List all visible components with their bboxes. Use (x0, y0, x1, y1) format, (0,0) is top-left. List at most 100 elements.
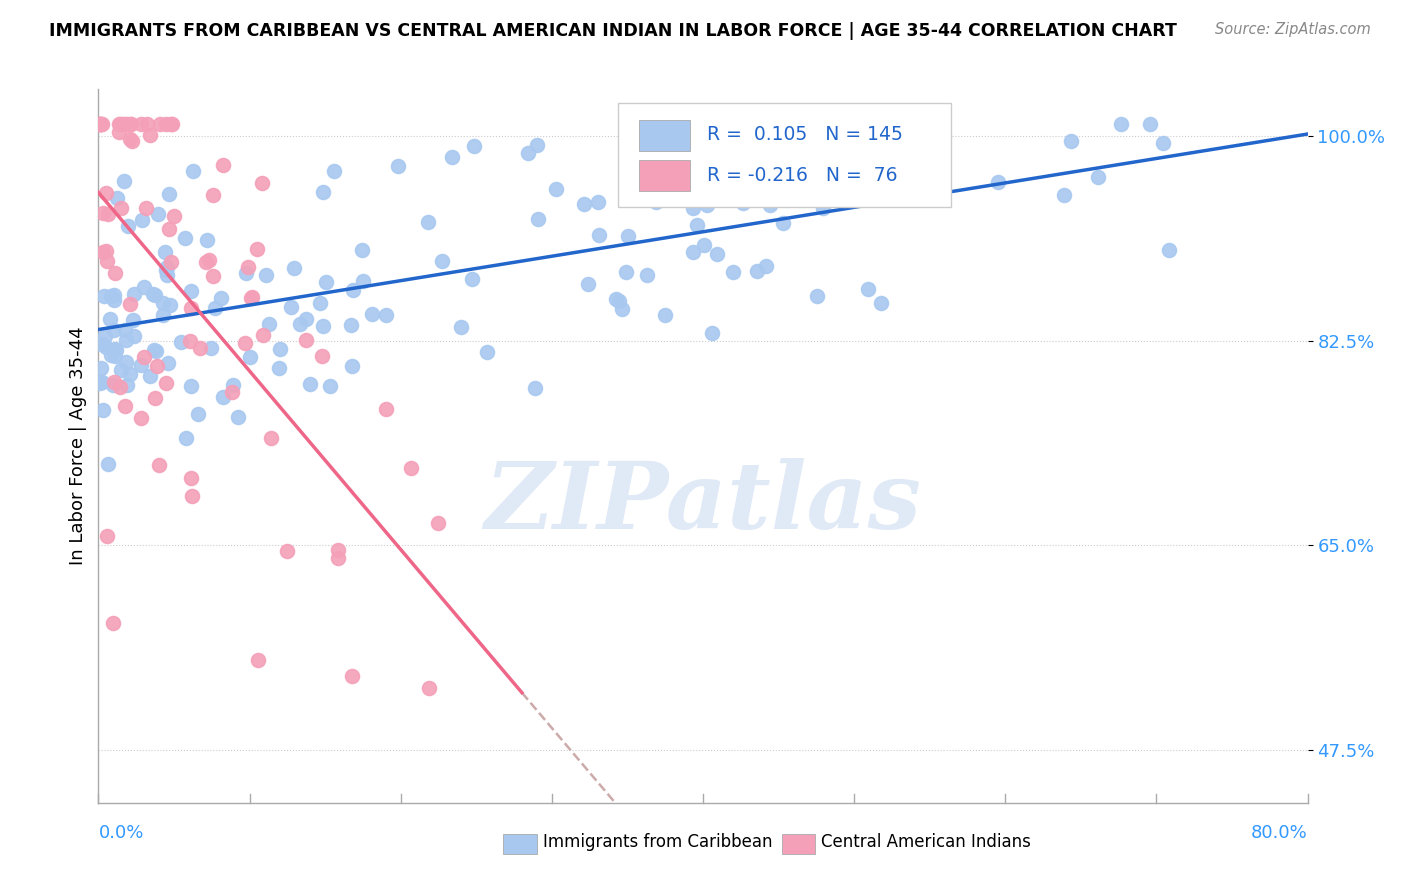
Point (169, 334, 191, 349)
Point (108, 380, 131, 394)
Point (104, 342, 127, 356)
Point (250, 176, 273, 190)
Point (340, 359, 363, 373)
Point (685, 218, 707, 232)
Point (523, 381, 546, 395)
Point (159, 298, 181, 312)
Point (174, 431, 197, 445)
Point (91, 117, 114, 131)
Point (195, 233, 218, 247)
Point (315, 275, 337, 289)
Point (682, 202, 704, 216)
Point (181, 489, 204, 503)
Point (614, 265, 637, 279)
Point (181, 164, 204, 178)
Point (610, 302, 633, 317)
Point (236, 260, 259, 275)
Point (463, 138, 485, 153)
Point (153, 245, 176, 260)
Point (131, 117, 153, 131)
Point (260, 431, 283, 445)
Point (202, 187, 225, 202)
Point (132, 350, 155, 364)
Point (89, 376, 111, 390)
Point (180, 471, 202, 485)
Point (152, 308, 174, 322)
Point (131, 213, 153, 227)
Point (280, 300, 302, 314)
Point (194, 255, 217, 269)
Point (121, 134, 143, 148)
Text: R = -0.216   N =  76: R = -0.216 N = 76 (707, 166, 897, 185)
Point (145, 344, 167, 359)
Point (156, 356, 179, 370)
Point (269, 360, 291, 375)
Point (120, 297, 142, 311)
Point (160, 255, 183, 269)
Point (1109, 117, 1132, 131)
Point (122, 286, 145, 301)
Point (110, 201, 132, 215)
Point (416, 215, 439, 229)
Point (209, 291, 232, 305)
Point (200, 341, 222, 355)
Point (706, 247, 728, 261)
Point (104, 350, 127, 364)
Point (720, 168, 742, 182)
Point (759, 197, 782, 211)
Point (101, 377, 124, 392)
Point (806, 289, 828, 303)
Point (440, 150, 463, 164)
Point (299, 377, 322, 392)
Point (135, 117, 157, 131)
Point (588, 227, 610, 242)
Point (89, 117, 111, 131)
Point (174, 231, 197, 245)
Point (870, 295, 893, 310)
Point (160, 117, 183, 131)
Point (235, 266, 257, 280)
Point (155, 376, 177, 391)
Point (129, 358, 152, 372)
Point (239, 291, 262, 305)
Point (105, 343, 128, 358)
Point (342, 669, 364, 683)
Point (157, 222, 180, 236)
Point (93, 289, 115, 303)
Point (510, 855, 533, 869)
Point (139, 368, 162, 383)
Point (115, 117, 138, 131)
Point (157, 187, 180, 202)
Point (772, 216, 794, 230)
Point (104, 266, 127, 280)
Point (97, 457, 120, 471)
Point (427, 516, 450, 530)
Point (617, 228, 640, 243)
Point (91, 403, 114, 417)
Text: 80.0%: 80.0% (1251, 824, 1308, 842)
Point (155, 117, 177, 131)
Point (387, 159, 409, 173)
Point (117, 219, 139, 234)
Point (152, 296, 174, 310)
Point (461, 272, 484, 286)
Point (1087, 169, 1109, 184)
Point (120, 117, 142, 131)
Point (475, 345, 498, 359)
Point (103, 287, 125, 301)
Point (111, 117, 134, 131)
Point (115, 355, 138, 369)
Point (115, 378, 138, 392)
Point (188, 341, 211, 355)
Point (322, 164, 344, 178)
Text: IMMIGRANTS FROM CARIBBEAN VS CENTRAL AMERICAN INDIAN IN LABOR FORCE | AGE 35-44 : IMMIGRANTS FROM CARIBBEAN VS CENTRAL AME… (49, 22, 1177, 40)
Point (134, 280, 156, 294)
Point (180, 301, 202, 315)
Point (89, 117, 111, 131)
Point (252, 328, 274, 343)
Point (692, 237, 714, 252)
Point (742, 141, 765, 155)
Point (319, 379, 342, 393)
Point (96, 529, 118, 543)
Point (103, 323, 125, 337)
